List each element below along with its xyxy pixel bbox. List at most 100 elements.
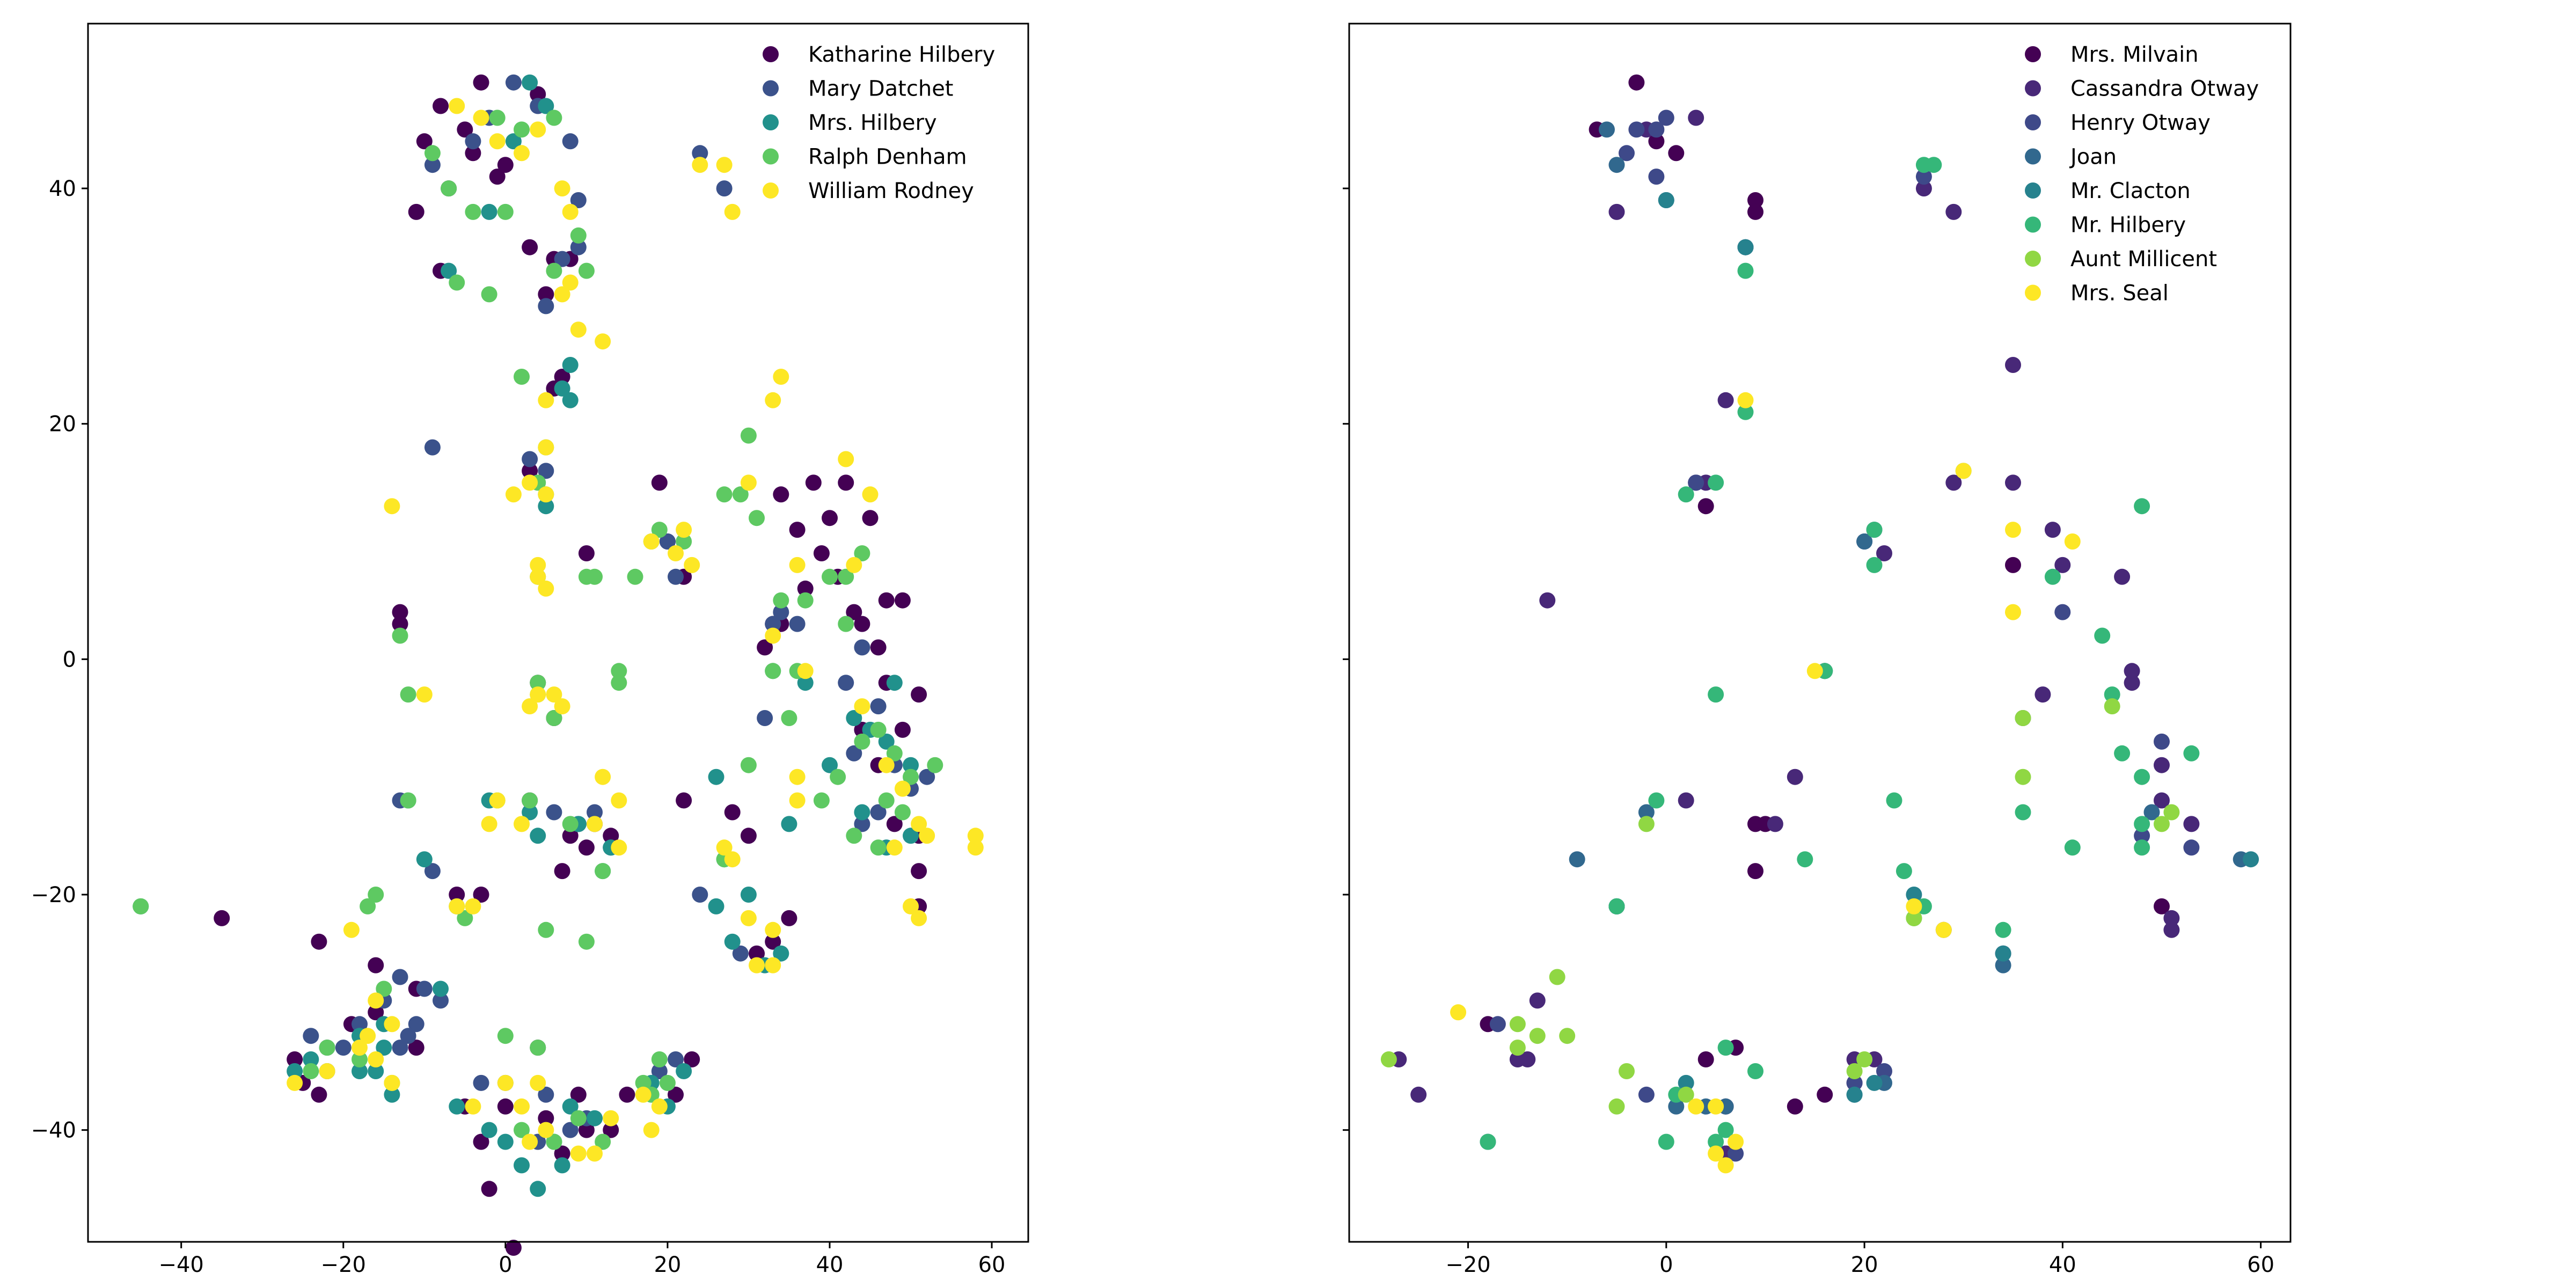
scatter-point <box>408 1040 425 1056</box>
scatter-point <box>2134 828 2150 844</box>
scatter-point <box>570 1086 587 1103</box>
scatter-point <box>392 604 408 620</box>
scatter-point <box>1509 1016 1526 1033</box>
scatter-point <box>903 769 919 785</box>
scatter-point <box>514 1122 530 1138</box>
scatter-point <box>2154 792 2170 809</box>
legend-marker <box>2025 148 2041 165</box>
scatter-point <box>2054 604 2071 620</box>
scatter-point <box>1688 109 1704 126</box>
scatter-point <box>846 710 862 726</box>
scatter-point <box>1935 921 1952 938</box>
scatter-point <box>570 1145 587 1162</box>
scatter-point <box>708 769 724 785</box>
scatter-point <box>603 1110 619 1126</box>
scatter-point <box>2035 686 2051 703</box>
scatter-point <box>1737 262 1754 279</box>
scatter-point <box>773 486 789 503</box>
scatter-point <box>522 1133 538 1150</box>
scatter-point <box>2015 710 2031 726</box>
x-tick-label: −20 <box>321 1253 366 1277</box>
scatter-point <box>870 804 887 821</box>
scatter-point <box>538 286 554 303</box>
axes-frame <box>87 23 1029 1243</box>
x-tick-label: 20 <box>654 1253 681 1277</box>
scatter-point <box>465 145 481 162</box>
scatter-point <box>651 1063 668 1079</box>
legend-marker <box>2025 216 2041 233</box>
scatter-point <box>740 887 757 903</box>
scatter-point <box>1747 1063 1763 1079</box>
scatter-point <box>789 616 806 632</box>
scatter-point <box>2015 769 2031 785</box>
scatter-point <box>522 792 538 809</box>
scatter-point <box>919 769 935 785</box>
scatter-point <box>376 1040 392 1056</box>
scatter-point <box>911 863 927 880</box>
scatter-point <box>368 992 384 1009</box>
scatter-point <box>465 133 481 150</box>
legend-marker <box>2025 251 2041 267</box>
scatter-point <box>2143 804 2160 821</box>
scatter-point <box>773 592 789 609</box>
scatter-point <box>570 321 587 338</box>
scatter-point <box>1569 851 1585 868</box>
scatter-point <box>1480 1133 1496 1150</box>
legend-label: Aunt Millicent <box>2070 247 2217 272</box>
scatter-point <box>886 816 903 832</box>
x-tick-label: 60 <box>2247 1253 2274 1277</box>
scatter-point <box>894 592 911 609</box>
x-tick-label: 60 <box>978 1253 1006 1277</box>
scatter-point <box>1896 863 1912 880</box>
series-6 <box>1480 157 2200 1150</box>
scatter-point <box>838 675 854 691</box>
scatter-point <box>797 580 814 597</box>
scatter-point <box>1866 557 1883 573</box>
scatter-point <box>473 74 489 91</box>
scatter-point <box>2064 533 2081 550</box>
scatter-point <box>1619 1063 1635 1079</box>
scatter-point <box>554 863 570 880</box>
scatter-point <box>497 1098 514 1115</box>
scatter-point <box>2154 816 2170 832</box>
scatter-point <box>530 557 546 573</box>
scatter-point <box>319 1063 335 1079</box>
scatter-point <box>838 616 854 632</box>
scatter-point <box>473 1133 489 1150</box>
scatter-point <box>538 298 554 314</box>
scatter-point <box>1797 851 1813 868</box>
scatter-point <box>692 157 708 173</box>
scatter-point <box>489 792 506 809</box>
scatter-point <box>2154 733 2170 750</box>
scatter-point <box>724 804 741 821</box>
scatter-point <box>1717 1157 1734 1174</box>
scatter-point <box>1717 1040 1734 1056</box>
scatter-point <box>1708 686 1724 703</box>
scatter-point <box>424 157 441 173</box>
scatter-point <box>2094 627 2111 644</box>
scatter-point <box>538 392 554 408</box>
y-tick-label: 40 <box>49 177 76 201</box>
scatter-point <box>830 769 846 785</box>
scatter-point <box>2134 498 2150 515</box>
scatter-point <box>854 804 870 821</box>
scatter-point <box>643 1122 660 1138</box>
legend-label: Mrs. Seal <box>2070 281 2169 306</box>
scatter-point <box>368 1004 384 1021</box>
scatter-point <box>538 1110 554 1126</box>
x-tick-label: 0 <box>499 1253 512 1277</box>
x-tick-label: −20 <box>1445 1253 1490 1277</box>
scatter-point <box>805 474 822 491</box>
legend-marker <box>2025 114 2041 130</box>
scatter-point <box>894 780 911 797</box>
scatter-point <box>416 851 433 868</box>
scatter-point <box>1945 474 1962 491</box>
scatter-point <box>1846 1063 1863 1079</box>
scatter-point <box>1717 392 1734 408</box>
scatter-point <box>740 427 757 444</box>
scatter-point <box>2005 604 2021 620</box>
legend-marker <box>763 46 779 62</box>
scatter-point <box>505 74 522 91</box>
scatter-point <box>497 1074 514 1091</box>
scatter-point <box>878 733 895 750</box>
